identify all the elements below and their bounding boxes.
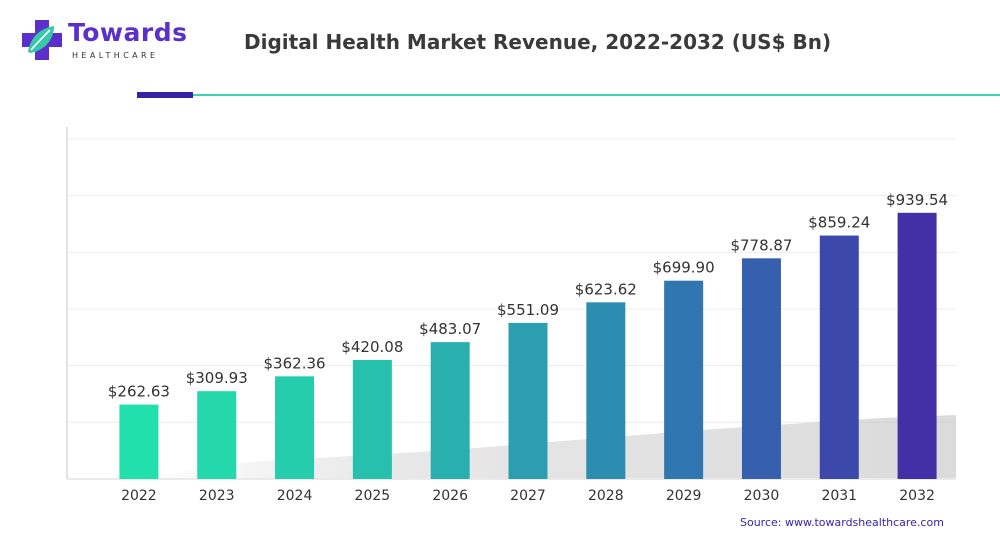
value-labels-group: $262.63 $309.93 $362.36 $420.08 $483.07 $551.… xyxy=(108,191,948,401)
x-tick-2027: 2027 xyxy=(510,488,546,504)
value-label-2022: $262.63 xyxy=(108,383,170,401)
brand-logo: Towards HEALTHCARE xyxy=(20,16,187,68)
x-tick-2032: 2032 xyxy=(899,488,935,504)
title-accent-bar xyxy=(137,92,193,98)
bars-group xyxy=(119,212,937,479)
value-label-2028: $623.62 xyxy=(575,280,637,298)
x-tick-2026: 2026 xyxy=(432,488,468,504)
value-label-2026: $483.07 xyxy=(419,320,481,338)
x-tick-2030: 2030 xyxy=(744,488,780,504)
bar-2028 xyxy=(586,302,626,479)
bar-2026 xyxy=(430,342,470,479)
brand-name: Towards xyxy=(68,18,188,47)
chart-title: Digital Health Market Revenue, 2022-2032… xyxy=(244,30,832,54)
x-tick-2028: 2028 xyxy=(588,488,624,504)
value-label-2032: $939.54 xyxy=(886,191,948,209)
bar-2024 xyxy=(275,376,315,479)
x-tick-2022: 2022 xyxy=(121,488,157,504)
x-tick-2025: 2025 xyxy=(355,488,391,504)
x-tick-labels-group: 2022 2023 2024 2025 2026 2027 2028 2029 2030 2031… xyxy=(121,488,935,504)
bar-2029 xyxy=(664,280,704,479)
bar-2030 xyxy=(741,258,781,479)
value-label-2023: $309.93 xyxy=(186,369,248,387)
value-label-2027: $551.09 xyxy=(497,301,559,319)
title-divider-line xyxy=(193,94,1000,96)
value-label-2031: $859.24 xyxy=(808,214,870,232)
bar-2031 xyxy=(819,235,859,479)
bar-2027 xyxy=(508,322,548,479)
bar-2032 xyxy=(897,212,937,479)
x-tick-2031: 2031 xyxy=(821,488,857,504)
medical-cross-leaf-icon xyxy=(22,20,62,60)
bar-2023 xyxy=(197,391,237,479)
x-tick-2029: 2029 xyxy=(666,488,702,504)
brand-subtitle: HEALTHCARE xyxy=(72,51,159,60)
source-note: Source: www.towardshealthcare.com xyxy=(740,516,944,529)
x-tick-2024: 2024 xyxy=(277,488,313,504)
value-label-2024: $362.36 xyxy=(264,354,326,372)
bar-2022 xyxy=(119,404,159,479)
value-label-2029: $699.90 xyxy=(653,259,715,277)
x-tick-2023: 2023 xyxy=(199,488,235,504)
value-label-2025: $420.08 xyxy=(341,338,403,356)
value-label-2030: $778.87 xyxy=(730,236,792,254)
bar-2025 xyxy=(352,359,392,479)
